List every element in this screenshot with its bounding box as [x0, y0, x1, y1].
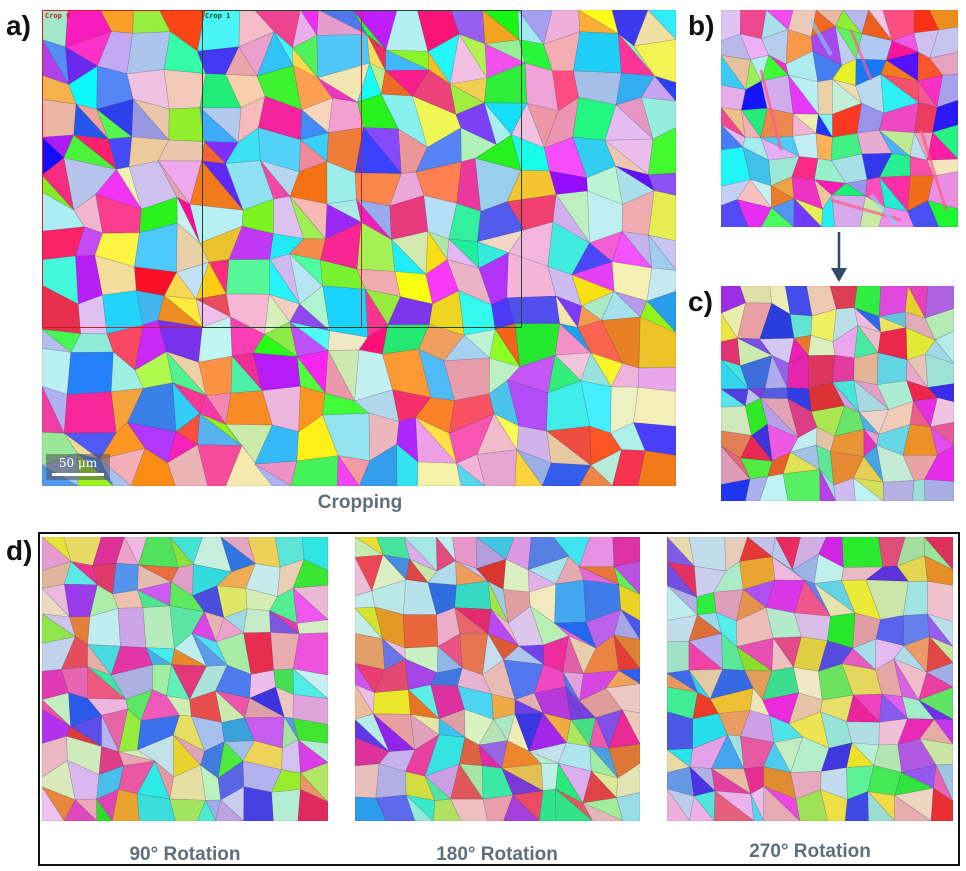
grain-map-rot-180	[355, 537, 640, 821]
scale-bar: 50 μm	[46, 454, 110, 480]
scale-bar-label: 50 μm	[58, 456, 98, 470]
scale-bar-line	[52, 473, 104, 476]
rotation-panel-frame	[38, 532, 960, 866]
twin-overlay	[759, 19, 948, 227]
arrow-down-icon	[831, 232, 847, 282]
caption-rotation-180: 180° Rotation	[436, 844, 558, 865]
panel-label-d: d)	[6, 535, 33, 566]
panel-label-b: b)	[688, 10, 715, 41]
grain-map-c	[721, 286, 954, 501]
crop-label-1: Crop 1	[205, 12, 231, 20]
grain-map-full	[42, 10, 676, 486]
caption-rotation-270: 270° Rotation	[749, 841, 871, 862]
panel-label-a: a)	[6, 10, 31, 41]
panel-label-c: c)	[688, 286, 713, 317]
crop-label-0: Crop 0	[45, 12, 71, 20]
grain-map-b	[721, 10, 958, 227]
grain-map-rot-270	[667, 537, 953, 821]
caption-cropping: Cropping	[317, 492, 403, 513]
caption-rotation-90: 90° Rotation	[129, 844, 241, 865]
grain-map-rot-90	[42, 537, 328, 821]
